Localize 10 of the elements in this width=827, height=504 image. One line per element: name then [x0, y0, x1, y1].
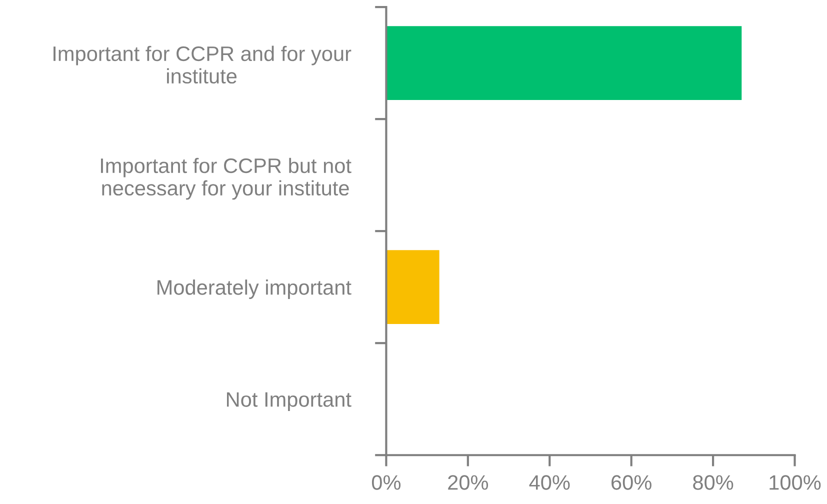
y-tick-label: Moderately important [158, 280, 352, 299]
x-tick-label: 0% [372, 475, 401, 490]
x-tick-label: 100% [770, 475, 821, 490]
y-tick-label: Important for CCPR and for your institute [54, 46, 352, 84]
x-tick-label: 80% [693, 475, 734, 490]
x-tick-label: 20% [448, 475, 488, 490]
y-tick-label: Important for CCPR but not necessary for your institute [101, 158, 352, 200]
y-tick-label: Not Important [226, 392, 352, 411]
x-tick-label: 60% [612, 475, 652, 490]
x-tick-label: 40% [529, 475, 570, 490]
